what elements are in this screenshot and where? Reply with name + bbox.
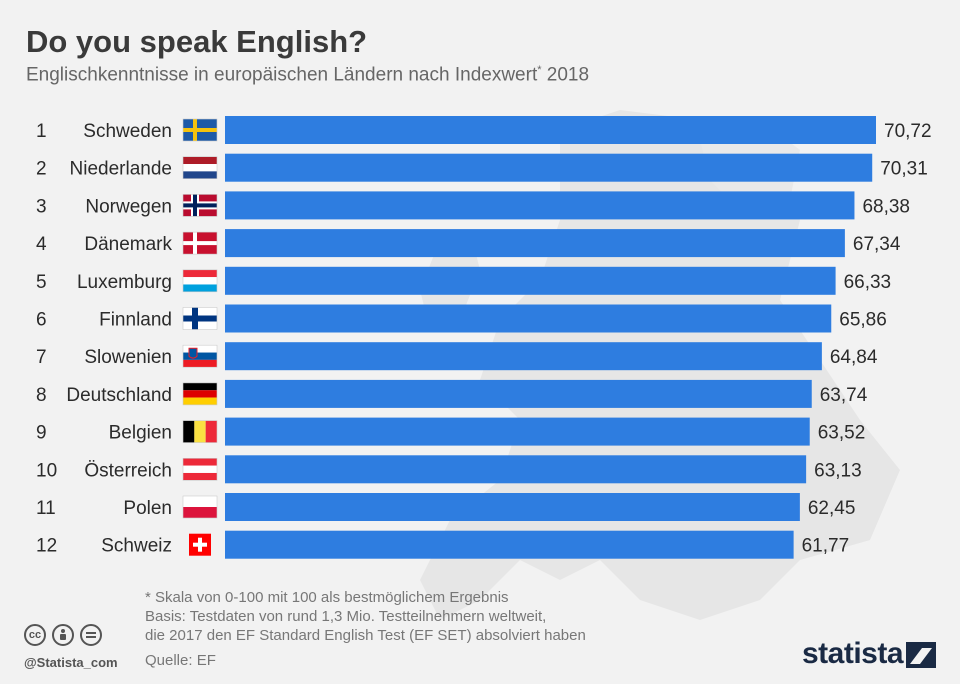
bar	[225, 455, 807, 484]
flag-slovenia-icon	[182, 344, 218, 368]
subtitle-footnote-mark: *	[537, 64, 542, 76]
flag-germany-icon	[182, 382, 218, 406]
statista-logo-icon	[906, 642, 936, 668]
bar	[225, 417, 810, 446]
bar	[225, 379, 812, 408]
country-label: Slowenien	[84, 347, 172, 368]
bar	[225, 116, 876, 144]
country-label: Polen	[123, 498, 172, 519]
value-label: 62,45	[808, 498, 856, 519]
rank-label: 3	[36, 196, 47, 217]
flag-denmark-icon	[182, 231, 218, 255]
subtitle-text: Englischkenntnisse in europäischen Lände…	[26, 64, 538, 86]
country-label: Österreich	[84, 460, 172, 481]
rank-label: 9	[36, 423, 47, 444]
flag-poland-icon	[182, 495, 218, 519]
value-label: 68,38	[862, 196, 910, 217]
flag-luxembourg-icon	[182, 269, 218, 293]
footnote-line: Basis: Testdaten von rund 1,3 Mio. Testt…	[145, 608, 547, 625]
value-label: 63,74	[820, 385, 868, 406]
flag-finland-icon	[182, 307, 218, 330]
rank-label: 2	[36, 159, 47, 180]
flag-belgium-icon	[182, 420, 218, 443]
footnote-line: * Skala von 0-100 mit 100 als bestmöglic…	[145, 589, 509, 606]
no-derivatives-icon[interactable]	[80, 624, 102, 646]
statista-handle[interactable]: @Statista_com	[24, 655, 118, 670]
bar	[225, 342, 822, 371]
statista-logo-text[interactable]: statista	[802, 637, 904, 670]
bar	[225, 493, 800, 521]
chart-title: Do you speak English?	[26, 24, 368, 59]
value-label: 67,34	[853, 234, 901, 255]
chart-subtitle: Englischkenntnisse in europäischen Lände…	[26, 64, 589, 86]
flag-sweden-icon	[182, 118, 218, 142]
rank-label: 1	[36, 121, 47, 142]
flag-norway-icon	[182, 194, 218, 217]
bar	[225, 530, 794, 559]
bar	[225, 266, 836, 295]
bar	[225, 304, 832, 333]
bar	[225, 191, 855, 220]
rank-label: 11	[36, 498, 56, 519]
value-label: 63,13	[814, 460, 862, 481]
rank-label: 4	[36, 234, 47, 255]
country-label: Luxemburg	[77, 272, 172, 293]
rank-label: 7	[36, 347, 47, 368]
license-icons: cc	[24, 624, 102, 646]
country-label: Dänemark	[84, 234, 172, 255]
footnote-line: die 2017 den EF Standard English Test (E…	[145, 627, 586, 644]
country-label: Schweden	[83, 121, 172, 142]
rank-label: 10	[36, 460, 57, 481]
cc-icon[interactable]: cc	[24, 624, 46, 646]
value-label: 66,33	[844, 272, 892, 293]
country-label: Belgien	[109, 423, 172, 444]
value-label: 70,31	[880, 159, 928, 180]
rank-label: 5	[36, 272, 47, 293]
flag-austria-icon	[182, 457, 218, 481]
country-label: Finnland	[99, 310, 172, 331]
value-label: 64,84	[830, 347, 878, 368]
flag-netherlands-icon	[182, 156, 218, 179]
country-label: Schweiz	[101, 536, 172, 557]
bar	[225, 229, 845, 258]
source-label: Quelle: EF	[145, 652, 216, 669]
rank-label: 8	[36, 385, 47, 406]
country-label: Norwegen	[85, 196, 172, 217]
value-label: 65,86	[839, 310, 887, 331]
rank-label: 12	[36, 536, 57, 557]
subtitle-year: 2018	[541, 64, 590, 86]
country-label: Deutschland	[66, 385, 172, 406]
country-label: Niederlande	[70, 159, 172, 180]
value-label: 63,52	[818, 423, 866, 444]
footnote: * Skala von 0-100 mit 100 als bestmöglic…	[145, 588, 586, 645]
rank-label: 6	[36, 310, 47, 331]
flag-switzerland-icon	[189, 533, 211, 556]
attribution-icon[interactable]	[52, 624, 74, 646]
bar	[225, 153, 873, 182]
value-label: 70,72	[884, 121, 932, 142]
value-label: 61,77	[802, 536, 850, 557]
